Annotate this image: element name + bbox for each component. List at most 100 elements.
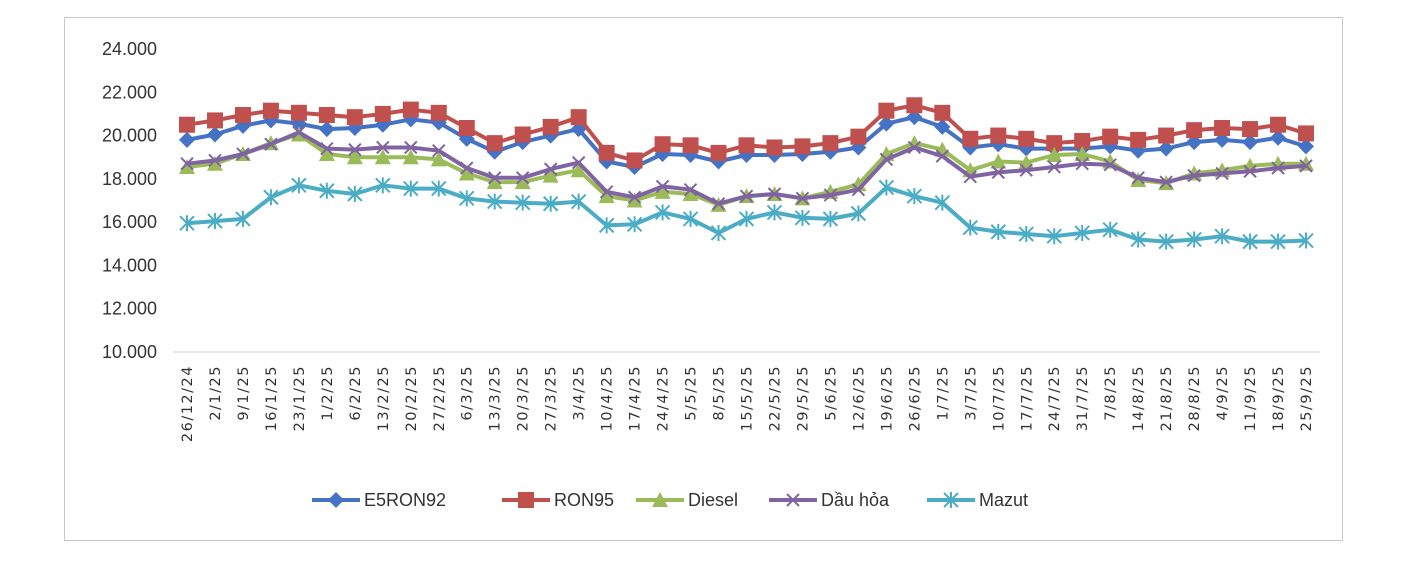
data-point-e5ron92 [1270,129,1287,146]
data-point-mazut [1242,233,1258,250]
data-point-dau-hoa [515,171,530,185]
y-tick-label: 12.000 [102,299,157,319]
x-tick-label: 13/2/25 [376,365,392,431]
x-tick-label: 26/12/24 [180,365,196,442]
x-tick-label: 6/2/25 [348,365,364,421]
x-tick-label: 16/1/25 [264,365,280,431]
data-point-dau-hoa [599,185,614,199]
data-point-diesel [682,186,699,202]
legend-item-mazut: Mazut [927,490,1028,510]
data-point-diesel [178,158,195,174]
data-point-dau-hoa [460,161,474,175]
series-mazut [179,177,1314,250]
data-point-mazut [291,177,307,194]
data-point-diesel [1046,147,1063,163]
legend-item-ron95: RON95 [502,490,614,510]
data-point-mazut [934,194,951,211]
data-point-diesel [374,149,391,165]
data-point-mazut [1102,221,1118,238]
data-point-diesel [598,188,615,204]
data-point-mazut [850,205,867,222]
x-tick-label: 18/9/25 [1271,365,1287,431]
data-point-ron95 [318,107,335,124]
data-point-mazut [375,177,391,194]
data-point-dau-hoa [795,191,810,206]
x-tick-label: 3/4/25 [572,365,588,421]
data-point-mazut [1074,224,1090,241]
legend-label: Dầu hỏa [821,490,890,510]
data-point-mazut [1018,226,1034,243]
legend-marker-e5ron92 [328,492,344,508]
data-point-mazut [682,210,699,227]
data-point-ron95 [794,138,811,155]
data-point-ron95 [262,102,279,119]
data-point-diesel [542,167,559,183]
data-point-dau-hoa [208,153,222,168]
data-point-dau-hoa [432,144,446,158]
data-point-dau-hoa [851,182,866,197]
data-point-diesel [514,174,531,190]
data-point-mazut [207,213,223,230]
data-point-ron95 [206,112,223,129]
data-point-mazut [235,210,251,227]
x-tick-label: 7/8/25 [1103,365,1119,421]
data-point-dau-hoa [1075,156,1089,171]
data-point-mazut [906,188,923,205]
data-point-ron95 [962,130,979,147]
x-tick-label: 10/4/25 [600,365,616,431]
data-point-ron95 [514,126,531,143]
data-point-ron95 [1130,131,1147,148]
data-point-ron95 [1018,130,1035,147]
data-point-mazut [1214,228,1230,245]
data-point-dau-hoa [1103,158,1117,172]
data-point-e5ron92 [318,121,335,138]
data-point-ron95 [598,144,615,161]
x-tick-label: 14/8/25 [1131,365,1147,431]
x-tick-label: 19/6/25 [879,365,895,431]
data-point-dau-hoa [1299,159,1313,173]
x-tick-label: 24/7/25 [1047,365,1063,431]
data-point-dau-hoa [627,190,642,204]
data-point-diesel [318,145,335,161]
data-point-mazut [654,204,671,221]
data-point-dau-hoa [823,188,838,202]
data-point-dau-hoa [963,169,978,184]
x-tick-label: 17/7/25 [1019,365,1035,431]
data-point-e5ron92 [1102,138,1119,155]
data-point-ron95 [738,137,755,154]
data-point-ron95 [1074,132,1091,149]
data-point-mazut [738,210,755,227]
data-point-ron95 [822,135,839,152]
data-point-mazut [598,217,615,234]
data-point-ron95 [290,104,307,121]
data-point-mazut [1046,228,1062,245]
series-ron95 [178,97,1315,169]
data-point-dau-hoa [404,140,418,155]
data-point-mazut [459,190,475,207]
data-point-dau-hoa [1215,166,1229,181]
data-point-dau-hoa [879,152,894,167]
data-point-ron95 [766,139,783,156]
data-point-diesel [906,135,923,151]
data-point-ron95 [710,144,727,161]
data-point-ron95 [850,128,867,145]
data-point-ron95 [990,127,1007,144]
x-tick-label: 25/9/25 [1299,365,1315,431]
y-axis: 10.000 12.000 14.000 16.000 18.000 20.000 22.0… [102,39,157,362]
data-point-ron95 [374,105,391,122]
x-tick-label: 8/5/25 [712,365,728,421]
x-tick-label: 1/2/25 [320,365,336,421]
data-point-dau-hoa [488,171,502,185]
legend-label: E5RON92 [364,490,446,510]
data-point-dau-hoa [543,162,558,176]
data-point-mazut [1270,233,1286,250]
data-point-dau-hoa [292,125,306,140]
x-tick-label: 20/3/25 [516,365,532,431]
x-tick-label: 6/3/25 [460,365,476,421]
data-point-dau-hoa [264,137,278,151]
data-point-dau-hoa [376,140,390,155]
x-tick-label: 2/1/25 [208,365,224,421]
data-point-mazut [514,194,531,211]
y-tick-label: 16.000 [102,212,157,232]
legend-marker-mazut [943,492,959,508]
